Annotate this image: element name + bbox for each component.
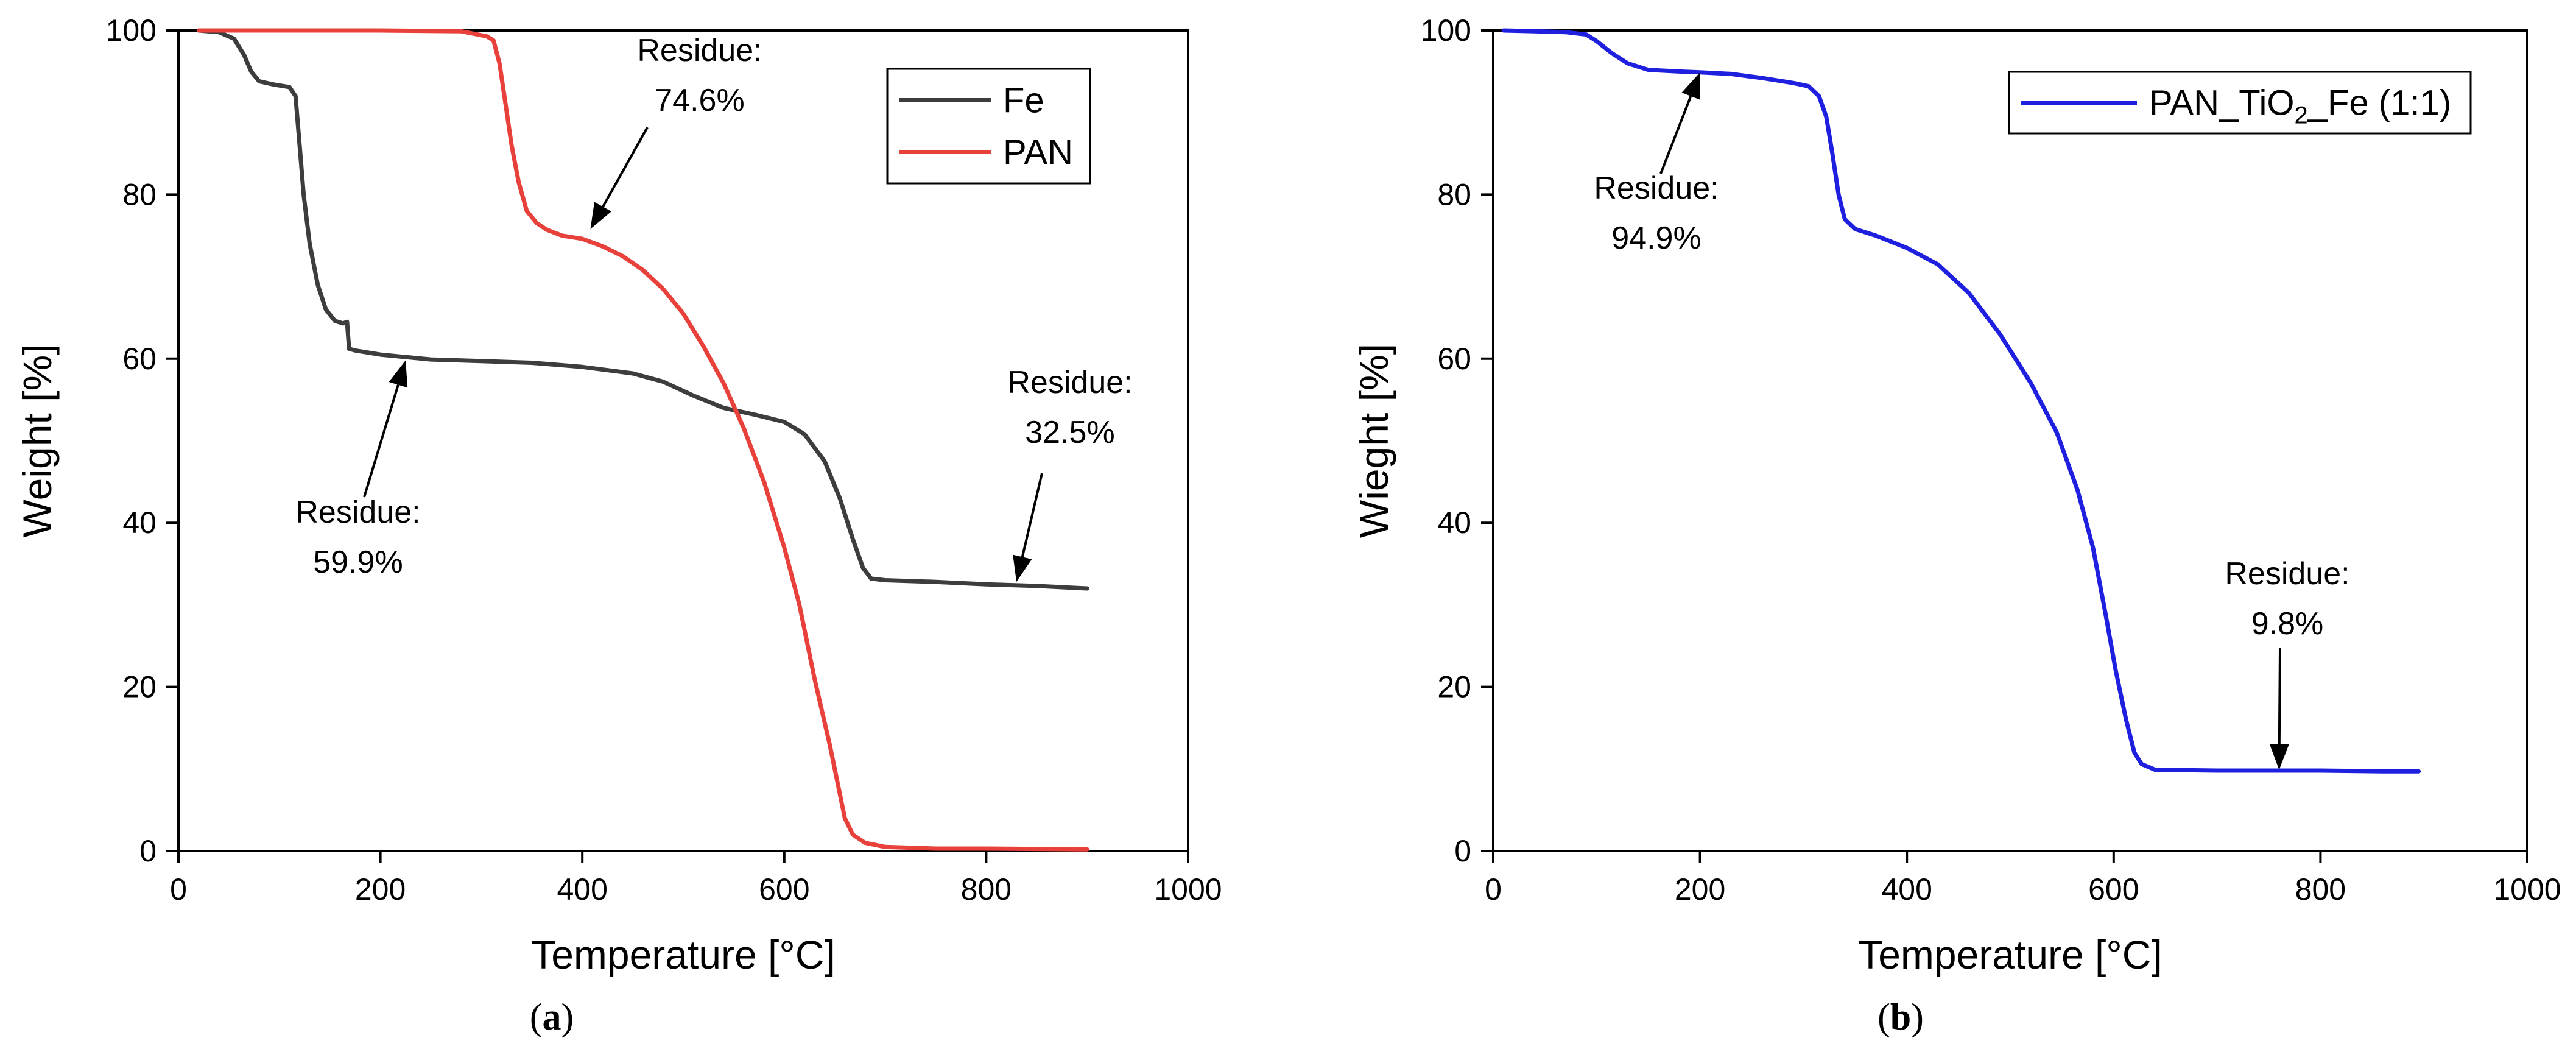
series-line-pan-tio (1501, 28, 2421, 774)
arrow-head (2269, 744, 2289, 770)
arrow-head (590, 202, 611, 229)
legend-label: Fe (1003, 81, 1044, 121)
legend-box (2008, 71, 2472, 135)
x-tick-label: 0 (1485, 872, 1502, 906)
annotation-text: Residue: (295, 495, 420, 530)
x-tick-label: 1000 (1154, 872, 1222, 906)
legend-label: PAN (1003, 133, 1073, 172)
arrow-head (1681, 72, 1700, 100)
arrow-head (389, 360, 408, 388)
annotation-arrow (602, 127, 649, 208)
panel-label: (b) (1877, 997, 1924, 1038)
y-tick-label: 0 (139, 834, 157, 868)
annotation-arrow (2278, 647, 2281, 744)
x-tick-label: 200 (355, 872, 406, 906)
x-tick-label: 400 (557, 872, 607, 906)
x-axis-title: Temperature [°C] (531, 932, 836, 977)
annotation-text: Residue: (2225, 556, 2349, 592)
series-line-pan (196, 28, 1089, 852)
annotation-text: 74.6% (655, 83, 744, 118)
annotation-arrow (1021, 473, 1043, 557)
y-tick-label: 100 (106, 13, 157, 48)
annotation-text: Residue: (1594, 171, 1719, 206)
x-tick-label: 400 (1881, 872, 1932, 906)
panel-label: (a) (530, 997, 574, 1038)
y-tick-label: 20 (122, 670, 157, 704)
annotation-arrow (363, 384, 399, 498)
panel-b: 0 200 400 600 800 1000 0 20 40 60 80 100 Temperature… (1351, 13, 2561, 1038)
annotation-text: 9.8% (2251, 606, 2324, 641)
x-tick-label: 0 (170, 872, 187, 906)
annotation-text: 59.9% (313, 545, 403, 580)
annotation-text: 94.9% (1611, 221, 1701, 256)
y-tick-label: 80 (122, 177, 157, 211)
y-axis-title: Wieght [%] (1351, 344, 1396, 538)
y-tick-label: 40 (1437, 506, 1471, 540)
y-tick-label: 40 (122, 506, 157, 540)
plot-frame (177, 29, 1189, 852)
legend-label: PAN_TiO2_Fe (1:1) (2149, 83, 2451, 129)
annotation-text: 32.5% (1025, 415, 1114, 450)
y-tick-label: 20 (1437, 670, 1471, 704)
x-tick-label: 1000 (2493, 872, 2561, 906)
x-tick-label: 800 (2295, 872, 2346, 906)
y-tick-label: 60 (122, 342, 157, 376)
y-tick-label: 60 (1437, 342, 1471, 376)
x-axis-title: Temperature [°C] (1858, 932, 2163, 977)
x-tick-label: 200 (1675, 872, 1725, 906)
x-tick-label: 600 (759, 872, 809, 906)
annotation-arrow (1659, 96, 1692, 174)
y-axis-title: Weight [%] (15, 344, 60, 538)
y-tick-label: 80 (1437, 177, 1471, 211)
legend-box (886, 68, 1091, 185)
y-tick-label: 100 (1421, 13, 1471, 48)
annotation-text: Residue: (637, 33, 762, 68)
y-tick-label: 0 (1454, 834, 1471, 868)
series-line-fe (196, 28, 1089, 591)
x-tick-label: 800 (961, 872, 1012, 906)
arrow-head (1013, 554, 1032, 582)
annotation-text: Residue: (1007, 365, 1132, 400)
x-tick-label: 600 (2088, 872, 2139, 906)
panel-a: 0 200 400 600 800 1000 0 20 40 60 80 100 Temperature… (15, 13, 1222, 1038)
plot-frame (1492, 29, 2528, 852)
